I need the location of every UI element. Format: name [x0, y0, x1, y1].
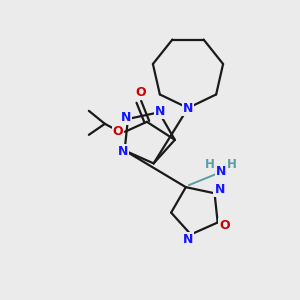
Text: N: N	[117, 145, 128, 158]
Text: N: N	[121, 111, 131, 124]
Text: O: O	[112, 125, 123, 138]
Text: N: N	[183, 233, 193, 246]
Text: H: H	[205, 158, 215, 171]
Text: N: N	[216, 165, 226, 178]
Text: N: N	[214, 183, 225, 196]
Text: H: H	[227, 158, 237, 171]
Text: O: O	[219, 219, 230, 232]
Text: N: N	[183, 101, 193, 115]
Text: N: N	[155, 105, 165, 118]
Text: O: O	[136, 86, 146, 99]
